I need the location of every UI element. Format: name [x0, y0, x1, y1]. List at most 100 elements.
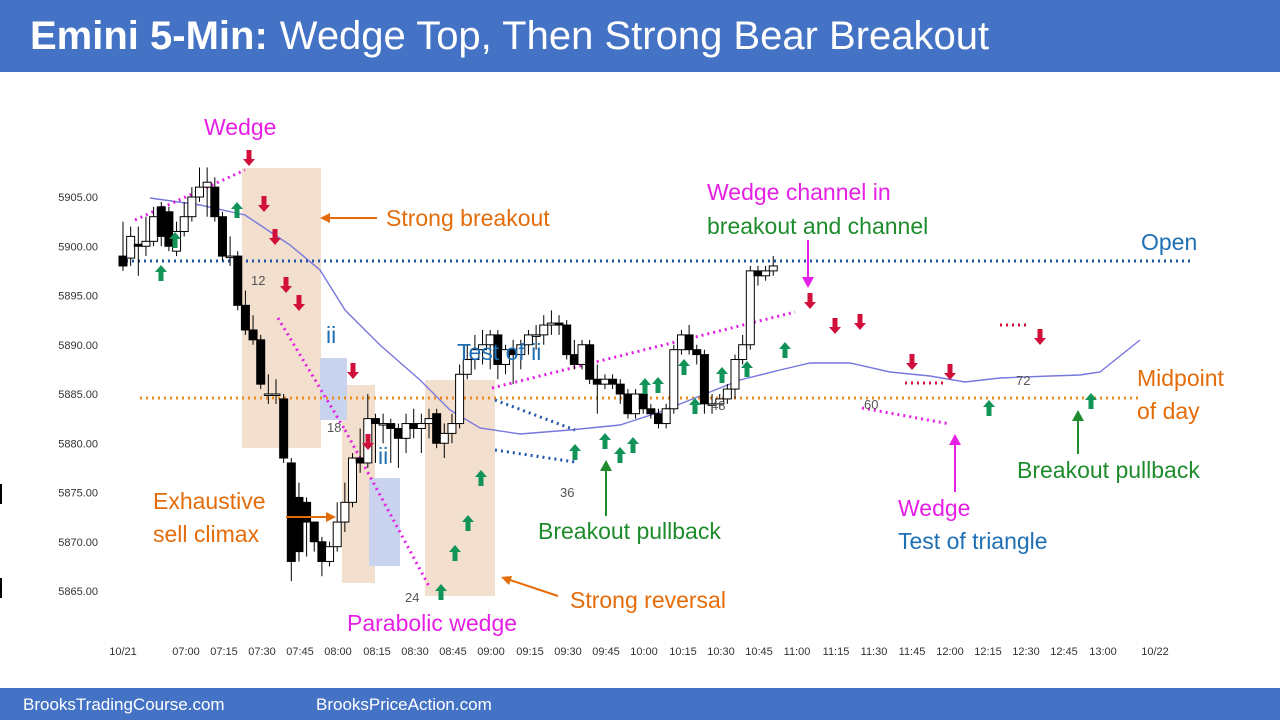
annotation-pointers — [286, 213, 1084, 597]
x-tick-label: 08:30 — [401, 646, 429, 658]
y-tick-label: 5885.00 — [58, 389, 98, 401]
candle-body — [654, 413, 663, 425]
x-tick-label: 10:45 — [745, 646, 773, 658]
buy-arrow — [983, 400, 995, 416]
label-ii-2: ii — [378, 443, 388, 469]
candle-body — [539, 324, 549, 336]
candle-body — [462, 359, 472, 375]
highlight-boxes — [242, 168, 495, 596]
y-tick-label: 5890.00 — [58, 340, 98, 352]
footer-left-link[interactable]: BrooksTradingCourse.com — [23, 695, 225, 714]
candle-body — [126, 235, 136, 259]
buy-arrow — [614, 447, 626, 463]
y-tick-label: 5870.00 — [58, 537, 98, 549]
x-tick-label: 12:45 — [1050, 646, 1078, 658]
buy-arrow — [716, 367, 728, 383]
bar-label-18: 18 — [327, 420, 341, 435]
sell-arrow — [269, 229, 281, 245]
label-wedge-channel-1: Wedge channel in — [707, 179, 891, 205]
y-tick-label: 5865.00 — [58, 586, 98, 598]
buy-arrow — [435, 584, 447, 600]
candle-body — [738, 344, 748, 361]
candle-body — [156, 206, 166, 237]
candle-body — [523, 334, 533, 346]
sell-arrow — [1034, 329, 1046, 345]
label-wedge: Wedge — [204, 114, 276, 140]
label-wedge-channel-2: breakout and channel — [707, 213, 928, 239]
candle-body — [546, 322, 556, 326]
candle-body — [370, 418, 380, 425]
bar-label-12: 12 — [251, 273, 265, 288]
candle-body — [317, 541, 327, 562]
candle-body — [332, 521, 342, 548]
strong-reversal-pointer — [503, 577, 559, 597]
candle-body — [692, 349, 702, 356]
buy-arrow — [475, 470, 487, 486]
y-tick-label: 5875.00 — [58, 488, 98, 500]
x-tick-label: 07:00 — [172, 646, 200, 658]
bp2-pointer-head — [1072, 410, 1084, 421]
candle-body — [439, 432, 449, 444]
candle-body — [302, 501, 312, 523]
candle-body — [638, 393, 648, 410]
x-axis-ticks: 10/21 07:00 07:15 07:30 07:45 08:00 08:15 08:30… — [109, 646, 1169, 658]
candle-body — [455, 373, 465, 425]
candle-body — [386, 423, 396, 429]
x-tick-label: 07:30 — [248, 646, 276, 658]
signal-arrows — [155, 150, 1097, 600]
candle-body — [569, 354, 579, 365]
bar-label-36: 36 — [560, 485, 574, 500]
x-tick-label: 10:15 — [669, 646, 697, 658]
x-tick-label: 10/22 — [1141, 646, 1169, 658]
x-tick-label: 12:15 — [974, 646, 1002, 658]
candle-body — [256, 339, 266, 385]
candle-body — [149, 216, 159, 242]
x-tick-label: 08:00 — [324, 646, 352, 658]
wedge2-pointer-head — [949, 434, 961, 445]
sell-arrow — [347, 363, 359, 379]
buy-arrow — [639, 378, 651, 394]
x-tick-label: 12:30 — [1012, 646, 1040, 658]
label-breakout-pullback-1: Breakout pullback — [538, 518, 721, 544]
x-tick-label: 09:00 — [477, 646, 505, 658]
sell-arrow — [258, 196, 270, 212]
label-exhaustive-2: sell climax — [153, 521, 260, 547]
candle-body — [600, 378, 610, 385]
candle-body — [615, 383, 625, 395]
candle-body — [753, 270, 763, 277]
candle-body — [179, 216, 189, 232]
candle-body — [684, 334, 694, 351]
label-parabolic-wedge: Parabolic wedge — [347, 610, 517, 636]
candle-body — [730, 359, 740, 390]
candle-body — [447, 423, 457, 434]
candle-body — [217, 216, 227, 257]
bar-label-60: 60 — [864, 397, 878, 412]
label-wedge-2: Wedge — [898, 495, 970, 521]
trend-lines — [134, 168, 1030, 589]
candle-body — [348, 457, 357, 503]
strong-reversal-pointer-head — [501, 576, 512, 585]
label-midpoint-1: Midpoint — [1137, 365, 1225, 391]
label-open: Open — [1141, 229, 1197, 255]
candle-body — [416, 423, 426, 429]
candle-body — [325, 546, 335, 562]
label-strong-reversal: Strong reversal — [570, 587, 726, 613]
candle-body — [401, 423, 411, 439]
candle-body — [263, 393, 273, 396]
candles — [118, 167, 778, 582]
label-test-of-ii: Test of ii — [457, 339, 541, 365]
x-tick-label: 11:45 — [899, 646, 926, 658]
triangle-upper — [494, 398, 576, 432]
buy-arrow — [627, 437, 639, 453]
x-tick-label: 12:00 — [936, 646, 964, 658]
x-tick-label: 11:00 — [784, 646, 811, 658]
buy-arrow — [689, 398, 701, 414]
candle-body — [195, 186, 204, 198]
channel-line — [491, 310, 796, 390]
candle-body — [164, 211, 174, 247]
candle-body — [210, 186, 220, 218]
x-tick-label: 10:00 — [630, 646, 658, 658]
candle-body — [715, 398, 725, 405]
sell-arrow — [854, 314, 866, 330]
footer-right-link[interactable]: BrooksPriceAction.com — [316, 695, 492, 714]
